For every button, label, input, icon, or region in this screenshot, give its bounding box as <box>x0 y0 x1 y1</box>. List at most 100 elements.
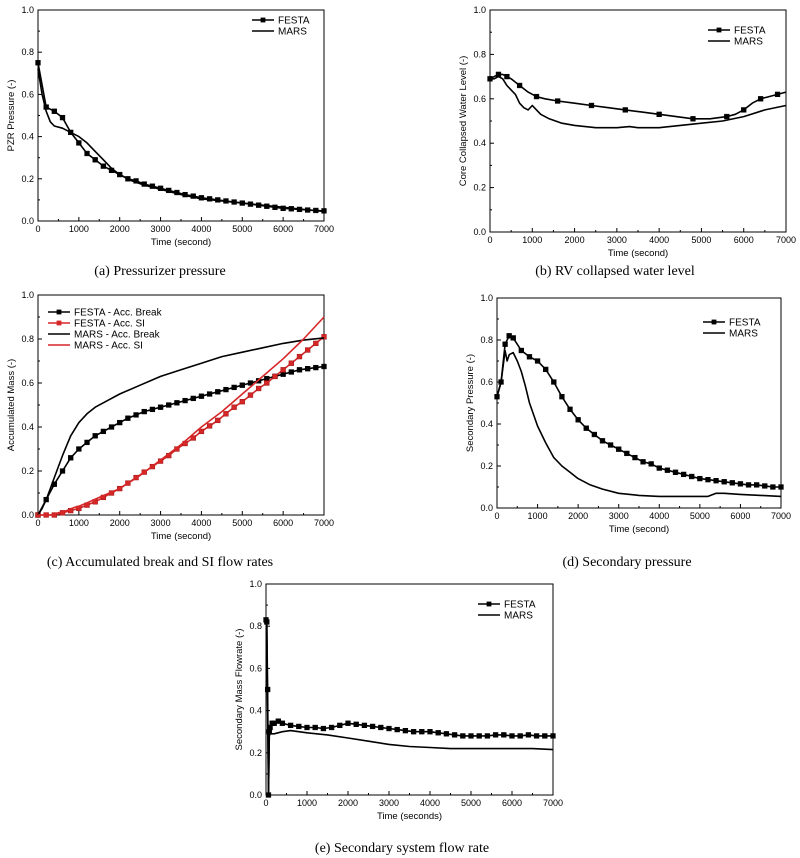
x-tick-label: 3000 <box>151 224 171 234</box>
data-point <box>690 116 696 122</box>
data-point <box>632 454 638 461</box>
x-tick-label: 1000 <box>69 224 89 234</box>
y-axis-label: PZR Pressure (-) <box>6 80 17 152</box>
data-point <box>518 347 524 354</box>
y-tick-label: 0.0 <box>21 510 34 520</box>
legend-marker <box>711 319 717 325</box>
x-tick-label: 4000 <box>191 518 211 528</box>
series-line-festa-acc-break <box>37 365 325 516</box>
legend-entry: FESTA <box>278 16 310 27</box>
data-point <box>526 354 533 360</box>
x-tick-label: 6000 <box>502 798 522 808</box>
y-tick-label: 0.8 <box>480 335 493 345</box>
data-point <box>182 397 188 404</box>
y-tick-label: 0.4 <box>21 422 34 432</box>
y-tick-label: 0.8 <box>21 47 34 57</box>
data-point <box>502 341 508 347</box>
data-point <box>757 96 764 102</box>
data-point <box>705 477 711 483</box>
data-point <box>504 73 510 80</box>
data-point <box>239 382 245 388</box>
data-point <box>778 484 784 490</box>
x-tick-label: 7000 <box>771 511 791 521</box>
legend-entry: FESTA <box>504 600 536 611</box>
y-axis-label: Secondary Pressure (-) <box>465 354 476 452</box>
series-line-mars-acc-si <box>38 316 325 516</box>
x-tick-label: 3000 <box>607 235 627 245</box>
data-point <box>84 150 90 157</box>
data-point <box>542 733 548 739</box>
data-point <box>525 732 532 738</box>
data-point <box>215 389 221 395</box>
legend-marker <box>716 27 722 33</box>
data-point <box>239 399 245 405</box>
x-axis-label: Time (second) <box>608 248 668 259</box>
data-point <box>369 723 376 730</box>
data-point <box>386 725 392 732</box>
x-tick-label: 0 <box>494 511 499 521</box>
data-point <box>100 163 107 169</box>
data-point <box>460 733 466 739</box>
data-point <box>510 335 516 341</box>
legend-marker <box>486 601 492 607</box>
series-line-mars <box>37 68 325 213</box>
data-point <box>68 455 74 461</box>
y-axis-label: Accumulated Mass (-) <box>6 359 17 451</box>
x-tick-label: 5000 <box>232 224 252 234</box>
data-point <box>133 412 139 418</box>
data-point <box>555 98 561 104</box>
data-point <box>550 733 556 739</box>
data-point <box>543 366 549 373</box>
figure-caption: (b) RV collapsed water level <box>535 264 695 279</box>
data-point <box>689 473 695 480</box>
data-point <box>304 724 310 731</box>
data-point <box>697 475 703 482</box>
data-point <box>223 386 229 393</box>
y-tick-label: 0.4 <box>480 419 493 429</box>
chart-d: 0.0 0.2 0.4 0.6 0.8 1.0 0 1000 2000 3000 4000 5000 6… <box>465 293 791 570</box>
data-point <box>100 428 107 435</box>
x-tick-label: 7000 <box>776 235 796 245</box>
data-point <box>313 364 319 371</box>
data-point <box>117 419 123 426</box>
legend-entry: MARS - Acc. Break <box>74 330 161 341</box>
data-point <box>92 433 98 439</box>
data-point <box>533 93 540 100</box>
data-point <box>624 450 630 457</box>
data-point <box>59 114 66 121</box>
y-tick-label: 0.0 <box>21 216 34 226</box>
data-point <box>559 394 565 400</box>
y-tick-label: 1.0 <box>473 5 486 15</box>
legend-entry: MARS <box>734 37 763 48</box>
data-point <box>435 730 441 736</box>
data-point <box>774 91 781 98</box>
x-tick-label: 5000 <box>232 518 252 528</box>
x-tick-label: 6000 <box>273 224 293 234</box>
data-point <box>721 479 727 485</box>
y-tick-label: 0.0 <box>480 503 493 513</box>
data-point <box>648 461 654 467</box>
data-point <box>345 720 351 726</box>
data-point <box>312 724 318 731</box>
x-tick-label: 0 <box>35 518 40 528</box>
data-point <box>174 400 180 406</box>
y-tick-label: 0.2 <box>480 461 493 471</box>
x-tick-label: 3000 <box>379 798 399 808</box>
x-tick-label: 2000 <box>110 224 130 234</box>
x-tick-label: 1000 <box>69 518 89 528</box>
data-point <box>247 392 254 398</box>
figure-caption: (e) Secondary system flow rate <box>315 841 489 856</box>
x-tick-label: 6000 <box>273 518 293 528</box>
x-tick-label: 4000 <box>649 511 669 521</box>
data-point <box>476 733 482 739</box>
data-point <box>402 727 409 734</box>
data-point <box>247 380 254 386</box>
data-point <box>255 385 262 392</box>
data-point <box>754 482 760 488</box>
data-point <box>664 467 671 473</box>
data-point <box>516 82 523 89</box>
data-point <box>320 725 327 732</box>
